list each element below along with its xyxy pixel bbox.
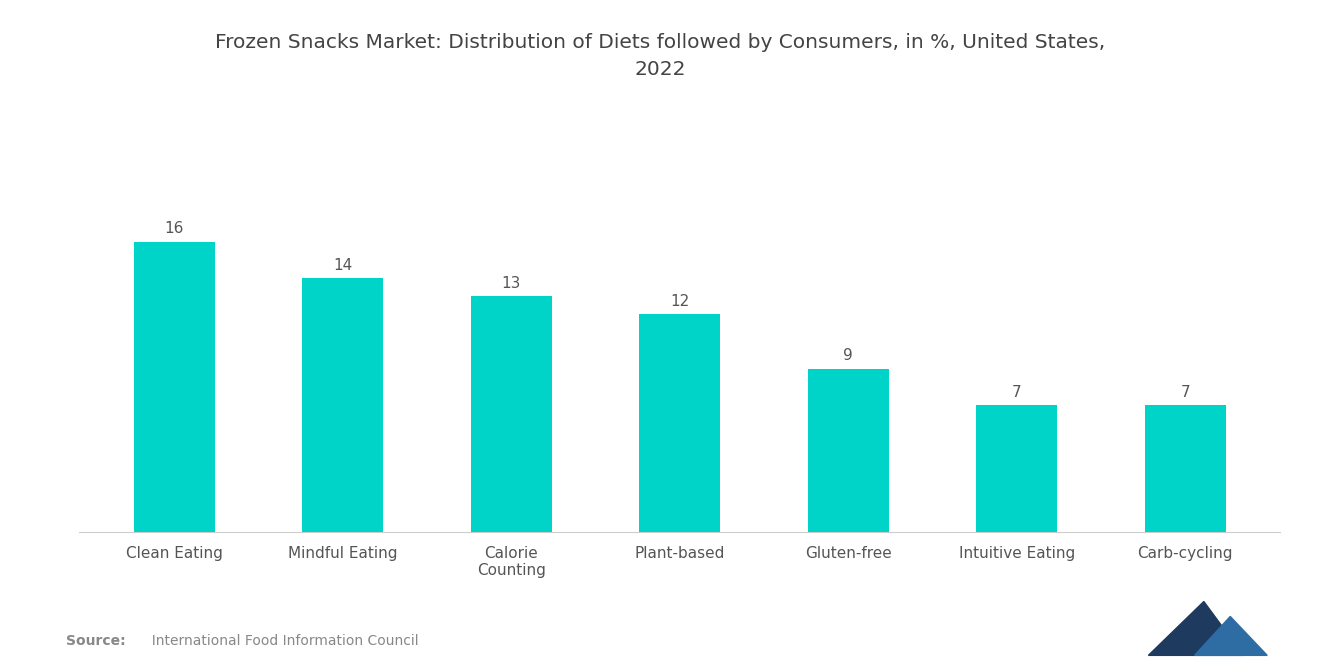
Text: 12: 12 (671, 294, 689, 309)
Bar (471, 296, 552, 532)
Text: 7: 7 (1180, 384, 1191, 400)
Text: Source:: Source: (66, 634, 125, 648)
Bar (639, 315, 721, 532)
Bar (977, 405, 1057, 532)
Text: Frozen Snacks Market: Distribution of Diets followed by Consumers, in %, United : Frozen Snacks Market: Distribution of Di… (215, 33, 1105, 78)
Bar (808, 369, 888, 532)
Text: 9: 9 (843, 348, 853, 363)
Bar (1144, 405, 1226, 532)
Text: 14: 14 (333, 257, 352, 273)
Polygon shape (1195, 616, 1267, 656)
Bar (302, 278, 383, 532)
Text: 16: 16 (165, 221, 183, 236)
Text: 7: 7 (1012, 384, 1022, 400)
Bar (133, 242, 215, 532)
Polygon shape (1148, 601, 1243, 656)
Text: International Food Information Council: International Food Information Council (143, 634, 418, 648)
Text: 13: 13 (502, 276, 521, 291)
